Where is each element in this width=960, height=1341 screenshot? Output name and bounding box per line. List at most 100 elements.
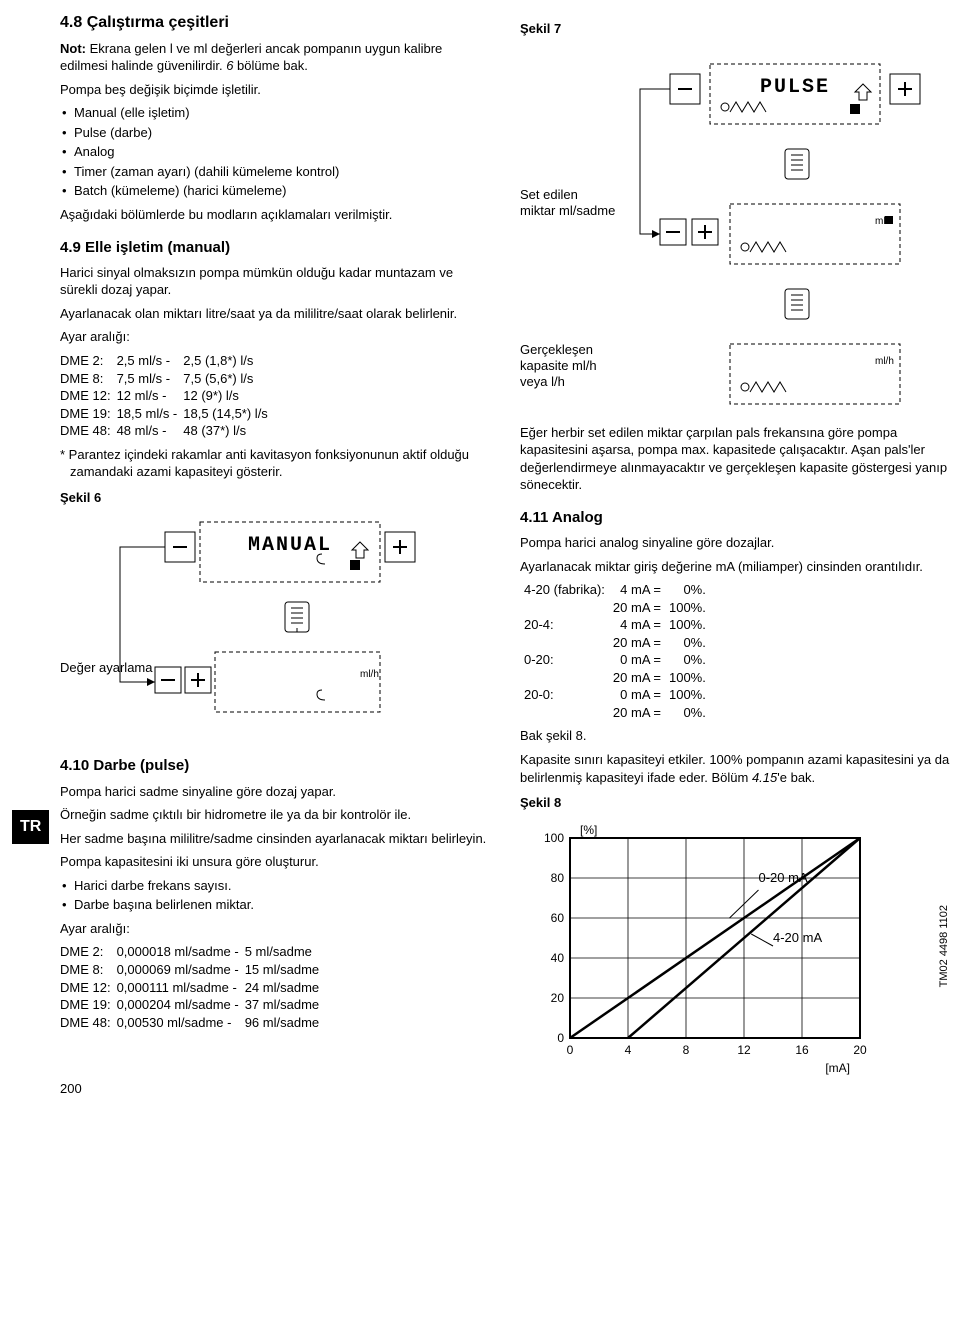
lcd-text: MANUAL bbox=[248, 534, 332, 557]
cell: 20 mA = bbox=[609, 704, 665, 722]
svg-text:16: 16 bbox=[795, 1043, 809, 1057]
cell: DME 2: bbox=[60, 943, 117, 961]
unit-text: ml/h bbox=[875, 356, 894, 367]
cell: 4 mA = bbox=[609, 581, 665, 599]
p-bak: Bak şekil 8. bbox=[520, 727, 950, 745]
p4113b: 'e bak. bbox=[777, 770, 815, 785]
cell: 37 ml/sadme bbox=[245, 996, 325, 1014]
heading-4-8: 4.8 Çalıştırma çeşitleri bbox=[60, 12, 490, 34]
cell: 0,000069 ml/sadme - bbox=[117, 961, 245, 979]
cell: 0,000111 ml/sadme - bbox=[117, 979, 245, 997]
svg-text:20: 20 bbox=[551, 991, 565, 1005]
cell: 100%. bbox=[665, 616, 710, 634]
p4113: Kapasite sınırı kapasiteyi etkiler. 100%… bbox=[520, 751, 950, 786]
cell: 12 (9*) l/s bbox=[183, 387, 274, 405]
side-code: TM02 4498 1102 bbox=[937, 905, 952, 987]
p4101: Pompa harici sadme sinyaline göre dozaj … bbox=[60, 783, 490, 801]
p4112: Ayarlanacak miktar giriş değerine mA (mi… bbox=[520, 558, 950, 576]
cell: 2,5 (1,8*) l/s bbox=[183, 352, 274, 370]
modes-intro: Pompa beş değişik biçimde işletilir. bbox=[60, 81, 490, 99]
cell: 0%. bbox=[665, 581, 710, 599]
range-label: Ayar aralığı: bbox=[60, 328, 490, 346]
cell bbox=[520, 669, 609, 687]
cell: DME 48: bbox=[60, 1014, 117, 1032]
cell: 20 mA = bbox=[609, 599, 665, 617]
heading-4-11: 4.11 Analog bbox=[520, 508, 950, 528]
cell: DME 12: bbox=[60, 387, 117, 405]
lcd-text: PULSE bbox=[760, 76, 830, 99]
cell: 0%. bbox=[665, 634, 710, 652]
cell: 20-0: bbox=[520, 686, 609, 704]
cell: DME 19: bbox=[60, 996, 117, 1014]
svg-text:[%]: [%] bbox=[580, 823, 597, 837]
cell: 20 mA = bbox=[609, 669, 665, 687]
cell: 0,000018 ml/sadme - bbox=[117, 943, 245, 961]
p4103: Her sadme başına mililitre/sadme cinsind… bbox=[60, 830, 490, 848]
modes-list: Manual (elle işletim) Pulse (darbe) Anal… bbox=[60, 104, 490, 200]
range-label-410: Ayar aralığı: bbox=[60, 920, 490, 938]
cell: 0%. bbox=[665, 704, 710, 722]
cell: 4 mA = bbox=[609, 616, 665, 634]
cell: 4-20 (fabrika): bbox=[520, 581, 609, 599]
cell: 20 mA = bbox=[609, 634, 665, 652]
p491: Harici sinyal olmaksızın pompa mümkün ol… bbox=[60, 264, 490, 299]
list-item: Timer (zaman ayarı) (dahili kümeleme kon… bbox=[60, 163, 490, 181]
cell bbox=[520, 634, 609, 652]
unit-text: ml/h bbox=[360, 669, 379, 680]
svg-text:12: 12 bbox=[737, 1043, 751, 1057]
list-item: Harici darbe frekans sayısı. bbox=[60, 877, 490, 895]
fig8-label: Şekil 8 bbox=[520, 794, 950, 812]
cell: 0%. bbox=[665, 651, 710, 669]
cell: DME 2: bbox=[60, 352, 117, 370]
p4111: Pompa harici analog sinyaline göre dozaj… bbox=[520, 534, 950, 552]
cell: 100%. bbox=[665, 686, 710, 704]
figure-8-chart: 048121620020406080100[%][mA]0-20 mA4-20 … bbox=[520, 818, 950, 1078]
p4102: Örneğin sadme çıktılı bir hidrometre ile… bbox=[60, 806, 490, 824]
cell: 0,00530 ml/sadme - bbox=[117, 1014, 245, 1032]
svg-text:80: 80 bbox=[551, 871, 565, 885]
p4113i: 4.15 bbox=[752, 770, 777, 785]
svg-text:0: 0 bbox=[557, 1031, 564, 1045]
p-after-fig7: Eğer herbir set edilen miktar çarpılan p… bbox=[520, 424, 950, 494]
cell: 96 ml/sadme bbox=[245, 1014, 325, 1032]
cell: DME 48: bbox=[60, 422, 117, 440]
cell: 48 ml/s - bbox=[117, 422, 184, 440]
left-column: 4.8 Çalıştırma çeşitleri Not: Ekrana gel… bbox=[60, 12, 490, 1088]
cell: 0 mA = bbox=[609, 651, 665, 669]
svg-text:20: 20 bbox=[853, 1043, 867, 1057]
list-item: Analog bbox=[60, 143, 490, 161]
svg-text:40: 40 bbox=[551, 951, 565, 965]
fig7-cap1: Set edilen miktar ml/sadme bbox=[520, 187, 615, 218]
note-label: Not: bbox=[60, 41, 86, 56]
note-paragraph: Not: Ekrana gelen l ve ml değerleri anca… bbox=[60, 40, 490, 75]
cell: 2,5 ml/s - bbox=[117, 352, 184, 370]
cell: 20-4: bbox=[520, 616, 609, 634]
bl410: Harici darbe frekans sayısı. Darbe başın… bbox=[60, 877, 490, 914]
svg-text:4-20 mA: 4-20 mA bbox=[773, 930, 822, 945]
cell: DME 8: bbox=[60, 961, 117, 979]
range-table-410: DME 2:0,000018 ml/sadme -5 ml/sadme DME … bbox=[60, 943, 325, 1031]
fig7-label: Şekil 7 bbox=[520, 20, 950, 38]
list-item: Manual (elle işletim) bbox=[60, 104, 490, 122]
cell: DME 19: bbox=[60, 405, 117, 423]
p492: Ayarlanacak olan miktarı litre/saat ya d… bbox=[60, 305, 490, 323]
fig6-caption: Değer ayarlama bbox=[60, 660, 153, 675]
page-number: 200 bbox=[60, 1080, 82, 1098]
cell bbox=[520, 599, 609, 617]
cell: 5 ml/sadme bbox=[245, 943, 325, 961]
cell: 18,5 ml/s - bbox=[117, 405, 184, 423]
cell: 48 (37*) l/s bbox=[183, 422, 274, 440]
figure-6: MANUAL bbox=[60, 512, 490, 742]
note-ref-italic: 6 bbox=[223, 58, 234, 73]
cell: 18,5 (14,5*) l/s bbox=[183, 405, 274, 423]
analog-table: 4-20 (fabrika):4 mA =0%. 20 mA =100%. 20… bbox=[520, 581, 710, 721]
cell: 100%. bbox=[665, 669, 710, 687]
cell: 12 ml/s - bbox=[117, 387, 184, 405]
cell: 15 ml/sadme bbox=[245, 961, 325, 979]
range-table-49: DME 2:2,5 ml/s -2,5 (1,8*) l/s DME 8:7,5… bbox=[60, 352, 274, 440]
star-note: * Parantez içindeki rakamlar anti kavita… bbox=[60, 446, 490, 481]
language-badge: TR bbox=[12, 810, 49, 844]
cell: DME 8: bbox=[60, 370, 117, 388]
svg-text:4: 4 bbox=[625, 1043, 632, 1057]
note-ref: bölüme bak. bbox=[233, 58, 307, 73]
